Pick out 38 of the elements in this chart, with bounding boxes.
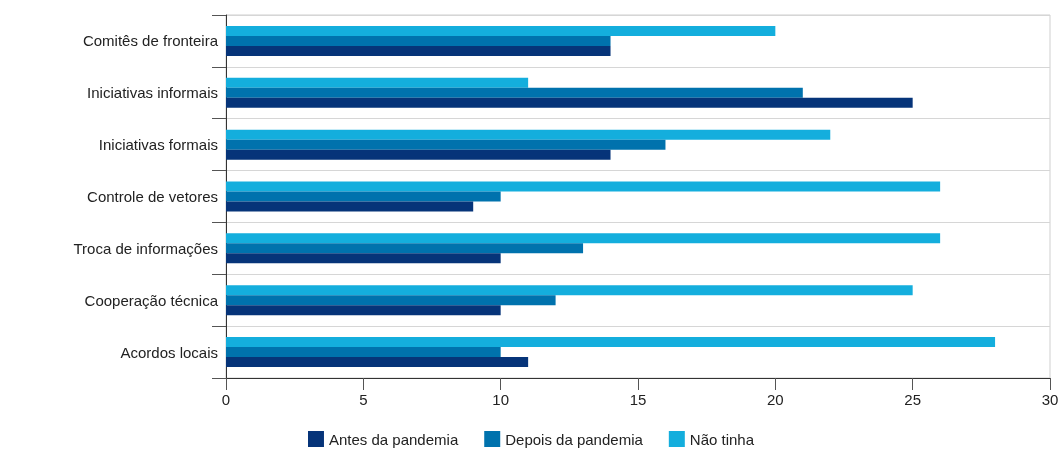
bar <box>226 77 529 88</box>
y-tick-label: Controle de vetores <box>87 188 218 205</box>
bar <box>226 139 666 150</box>
bar <box>226 295 556 306</box>
legend-label: Não tinha <box>689 430 755 448</box>
x-tick-label: 10 <box>492 391 510 408</box>
legend-label: Antes da pandemia <box>328 430 459 448</box>
bar <box>226 87 803 98</box>
x-tick-label: 25 <box>904 391 922 408</box>
x-tick-label: 15 <box>629 391 647 408</box>
x-tick-label: 30 <box>1041 391 1059 408</box>
bar <box>226 129 831 140</box>
y-tick-label: Iniciativas formais <box>98 136 218 154</box>
bar <box>226 181 941 192</box>
y-tick-label: Cooperação técnica <box>84 291 219 309</box>
x-tick-label: 20 <box>766 391 784 408</box>
bar <box>226 25 776 36</box>
legend-label: Depois da pandemia <box>505 430 644 448</box>
bar <box>226 243 584 254</box>
y-tick-label: Comitês de fronteira <box>82 32 219 50</box>
bar <box>226 149 611 160</box>
x-tick-label: 0 <box>221 391 231 408</box>
y-tick-label: Acordos locais <box>120 343 218 361</box>
bar <box>226 97 913 108</box>
bar <box>226 201 474 212</box>
bar <box>226 347 501 358</box>
bar <box>226 253 501 264</box>
x-tick-label: 5 <box>359 391 368 408</box>
y-tick-label: Iniciativas informais <box>87 84 218 102</box>
y-tick-label: Troca de informações <box>73 239 218 257</box>
bar <box>226 305 501 316</box>
bar <box>226 285 913 296</box>
bar <box>226 357 529 368</box>
bar <box>226 45 611 56</box>
bar <box>226 191 501 202</box>
bar <box>226 35 611 46</box>
bar <box>226 337 996 348</box>
bar <box>226 233 941 244</box>
